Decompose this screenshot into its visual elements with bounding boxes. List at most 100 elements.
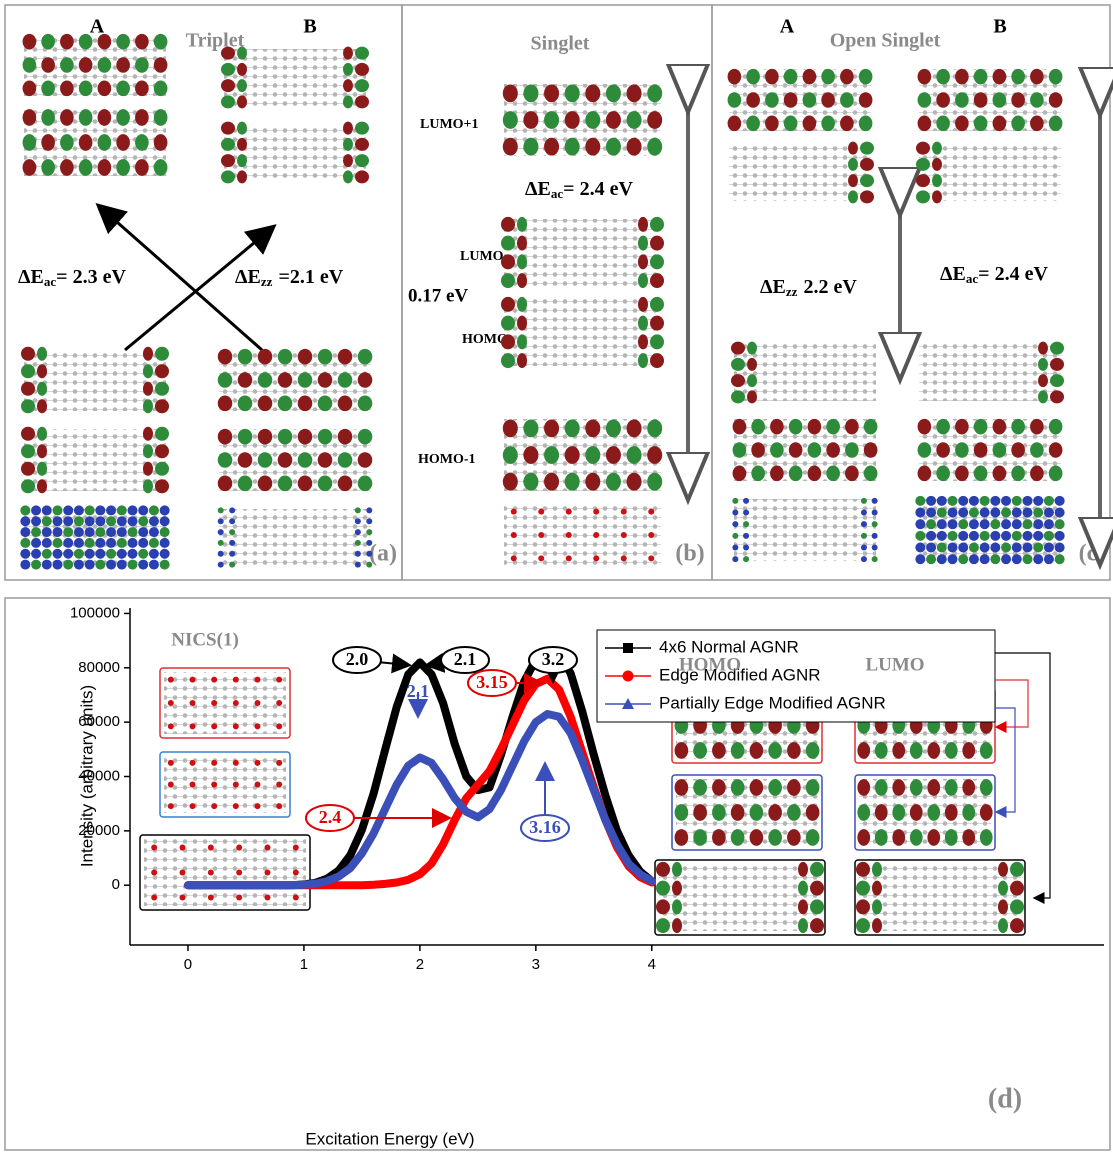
spin-density <box>85 538 95 548</box>
orbital-lobe <box>98 57 112 73</box>
orbital-lobe <box>860 158 874 171</box>
spin-density <box>149 560 159 570</box>
orbital-lobe <box>918 419 932 435</box>
orbital-lobe <box>1038 374 1048 387</box>
orbital-lobe <box>98 134 112 151</box>
orbital-lobe <box>258 452 273 468</box>
orbital-lobe <box>221 122 235 135</box>
orbital-lobe <box>872 899 882 914</box>
orbital-lobe <box>731 779 745 796</box>
orbital-lobe <box>237 122 247 135</box>
orbital-lobe <box>221 170 235 183</box>
orbital-lobe <box>765 92 779 108</box>
orbital-lobe <box>731 742 745 759</box>
spin-density <box>160 516 170 526</box>
orbital-lobe <box>857 804 870 821</box>
orbital-lobe <box>672 881 682 896</box>
spin-density <box>969 531 979 541</box>
molecule <box>221 122 369 184</box>
orbital-lobe <box>606 111 621 129</box>
lattice <box>504 299 661 366</box>
y-tick-label: 80000 <box>78 659 120 676</box>
orbital-lobe <box>21 347 35 361</box>
nics-point <box>621 509 627 515</box>
spin-density <box>915 554 925 564</box>
spin-density <box>160 527 170 537</box>
spin-density <box>1044 519 1054 529</box>
nics-point <box>293 845 299 851</box>
nics-point <box>511 555 517 561</box>
orbital-lobe <box>627 84 642 102</box>
orbital-lobe <box>638 353 648 368</box>
orbital-lobe <box>116 159 130 176</box>
spin-density <box>1055 508 1065 518</box>
molecule <box>21 427 169 494</box>
orbital-label: LUMO+1 <box>420 117 479 132</box>
spin-density <box>74 527 84 537</box>
orbital-lobe <box>1038 358 1048 371</box>
orbital-lobe <box>650 273 664 288</box>
orbital-lobe <box>638 316 648 331</box>
orbital-lobe <box>503 138 518 156</box>
spin-density <box>1055 554 1065 564</box>
orbital-lobe <box>355 79 369 92</box>
spin-density <box>31 560 41 570</box>
orbital-lobe <box>237 95 247 108</box>
orbital-lobe <box>501 353 515 368</box>
spin-density <box>872 498 878 504</box>
nics-point <box>233 760 239 766</box>
spin-density <box>149 516 159 526</box>
spin-density <box>138 505 148 515</box>
orbital-lobe <box>650 217 664 232</box>
orbital-lobe <box>221 79 235 92</box>
orbital-lobe <box>355 47 369 60</box>
spin-density <box>915 496 925 506</box>
orbital-lobe <box>998 862 1008 877</box>
orbital-lobe <box>154 134 168 151</box>
orbital-lobe <box>765 116 779 132</box>
orbital-lobe <box>627 446 642 464</box>
lattice <box>659 864 821 931</box>
orbital-lobe <box>544 419 559 437</box>
orbital-lobe <box>135 109 149 126</box>
spin-density <box>229 518 235 524</box>
molecule <box>731 342 876 404</box>
spin-density <box>969 508 979 518</box>
orbital-lobe <box>21 462 35 476</box>
orbital-lobe <box>517 273 527 288</box>
orbital-lobe <box>789 419 803 435</box>
orbital-lobe <box>355 95 369 108</box>
spin-density <box>990 496 1000 506</box>
orbital-lobe <box>675 742 689 759</box>
orbital-lobe <box>355 63 369 76</box>
orbital-lobe <box>993 69 1007 85</box>
nics-point <box>621 555 627 561</box>
spin-density <box>366 540 372 546</box>
orbital-lobe <box>875 779 888 796</box>
orbital-lobe <box>1050 358 1064 371</box>
orbital-lobe <box>918 92 932 108</box>
orbital-lobe <box>585 473 600 491</box>
orbital-lobe <box>503 446 518 464</box>
orbital-lobe <box>585 84 600 102</box>
spin-density <box>1023 531 1033 541</box>
spin-density <box>915 508 925 518</box>
nics-point <box>208 870 214 876</box>
orbital-lobe <box>848 142 858 155</box>
spin-density <box>1023 508 1033 518</box>
orbital-lobe <box>135 159 149 176</box>
spin-density <box>85 516 95 526</box>
spin-density <box>732 498 738 504</box>
spin-density <box>138 527 148 537</box>
orbital-lobe <box>143 479 153 493</box>
orbital-lobe <box>237 47 247 60</box>
orbital-lobe <box>806 829 820 846</box>
orbital-lobe <box>155 347 169 361</box>
orbital-lobe <box>945 804 958 821</box>
spin-density <box>1001 496 1011 506</box>
nics-point <box>293 895 299 901</box>
x-axis-title: Excitation Energy (eV) <box>305 1129 474 1148</box>
spin-density <box>218 529 224 535</box>
orbital-lobe <box>278 429 293 445</box>
spin-density <box>958 554 968 564</box>
